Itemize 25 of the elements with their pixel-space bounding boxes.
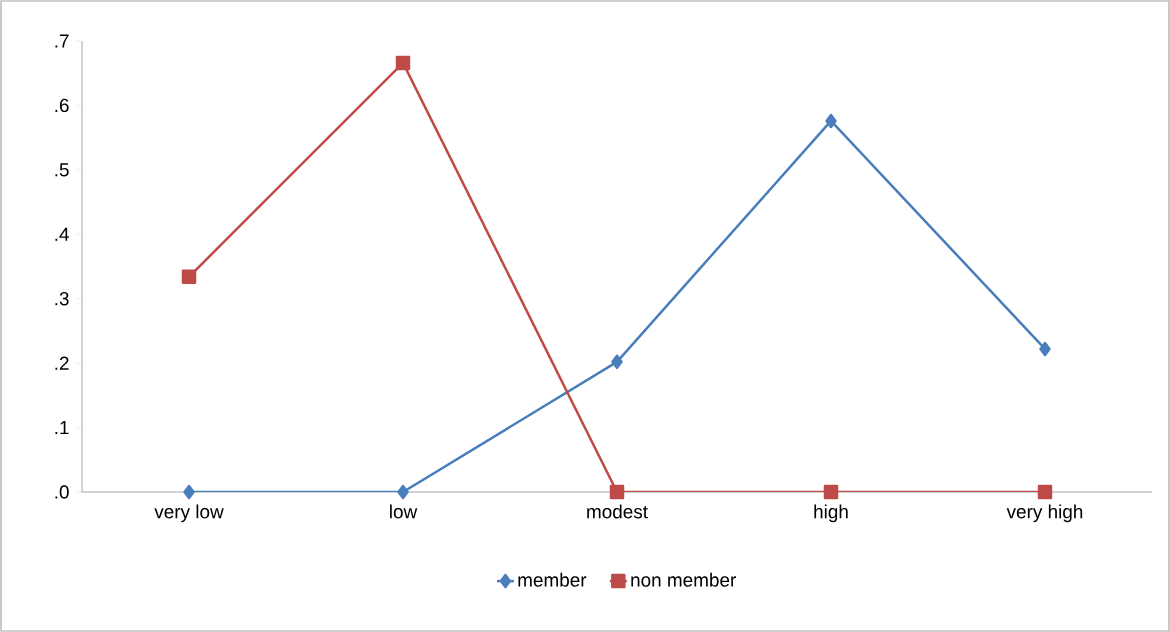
y-tick-label: .5: [55, 163, 69, 177]
x-tick-label: very low: [154, 504, 224, 523]
y-tick-label: .6: [55, 98, 69, 113]
point: [823, 484, 839, 500]
x-tick-label: modest: [587, 504, 648, 519]
legend-label: non member: [631, 572, 736, 587]
point: [395, 55, 411, 71]
x-tick-label: very high: [1006, 504, 1083, 523]
point: [1037, 484, 1053, 500]
y-tick-label: .2: [55, 356, 69, 370]
y-tick-label: .7: [55, 34, 69, 48]
y-tick-label: .3: [55, 292, 69, 306]
point: [609, 484, 625, 500]
point: [1039, 341, 1051, 357]
point: [825, 113, 837, 129]
x-tick-label: high: [814, 504, 848, 523]
y-tick-label: .1: [55, 421, 69, 435]
point: [397, 484, 409, 500]
point: [183, 484, 195, 500]
x-tick-label: low: [390, 504, 418, 519]
point: [611, 354, 623, 370]
y-tick-label: .0: [55, 485, 69, 499]
legend-label: member: [518, 572, 587, 587]
point: [181, 269, 197, 285]
y-tick-label: .4: [55, 227, 69, 241]
